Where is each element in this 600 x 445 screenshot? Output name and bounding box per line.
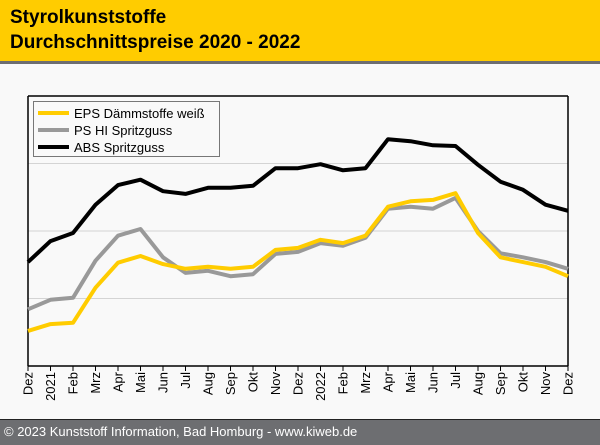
copyright-text: © 2023 Kunststoff Information, Bad Hombu… (4, 424, 358, 439)
x-tick-label: 2021 (43, 372, 58, 401)
series-line-eps (27, 191, 569, 333)
chart-legend: EPS Dämmstoffe weiß PS HI Spritzguss ABS… (33, 101, 220, 157)
x-tick-label: Nov (538, 372, 553, 396)
x-tick-label: Dez (561, 372, 576, 395)
x-tick-label: Mrz (358, 372, 373, 394)
x-tick-label: Sep (223, 372, 238, 395)
chart-header: Styrolkunststoffe Durchschnittspreise 20… (0, 0, 600, 64)
x-tick-label: Aug (471, 372, 486, 395)
chart-title-line1: Styrolkunststoffe (10, 7, 167, 28)
x-tick-label: Mai (403, 372, 418, 393)
x-tick-label: Sep (493, 372, 508, 395)
legend-item-ps-hi: PS HI Spritzguss (38, 122, 172, 138)
x-tick-label: Apr (111, 371, 126, 392)
legend-item-eps: EPS Dämmstoffe weiß (38, 105, 205, 121)
legend-swatch-ps-hi (38, 128, 69, 132)
x-tick-label: Dez (21, 372, 36, 395)
legend-item-abs: ABS Spritzguss (38, 139, 164, 155)
x-tick-label: Jun (156, 372, 171, 393)
legend-swatch-abs (38, 145, 69, 149)
chart-title-line2: Durchschnittspreise 2020 - 2022 (10, 32, 301, 53)
series-line-abs (26, 137, 569, 264)
x-tick-label: Dez (291, 372, 306, 395)
x-tick-label: Feb (66, 372, 81, 394)
x-tick-label: Mrz (88, 372, 103, 394)
legend-swatch-eps (38, 111, 69, 115)
footer-bar: © 2023 Kunststoff Information, Bad Hombu… (0, 419, 600, 445)
x-tick-label: 2022 (313, 372, 328, 401)
x-tick-label: Apr (381, 371, 396, 392)
x-tick-label: Okt (516, 372, 531, 393)
x-tick-label: Jul (448, 372, 463, 389)
x-tick-label: Jul (178, 372, 193, 389)
x-tick-label: Aug (201, 372, 216, 395)
legend-label-abs: ABS Spritzguss (74, 139, 165, 155)
x-tick-label: Feb (336, 372, 351, 394)
legend-label-eps: EPS Dämmstoffe weiß (74, 105, 205, 121)
legend-label-ps-hi: PS HI Spritzguss (74, 122, 173, 138)
x-tick-label: Nov (268, 372, 283, 396)
chart-area: Dez 2021 Feb Mrz Apr Mai Jun Jul Aug Sep Okt Nov Dez… (0, 64, 600, 410)
x-tick-label: Mai (133, 372, 148, 393)
x-tick-label: Okt (246, 372, 261, 393)
x-tick-label: Jun (426, 372, 441, 393)
